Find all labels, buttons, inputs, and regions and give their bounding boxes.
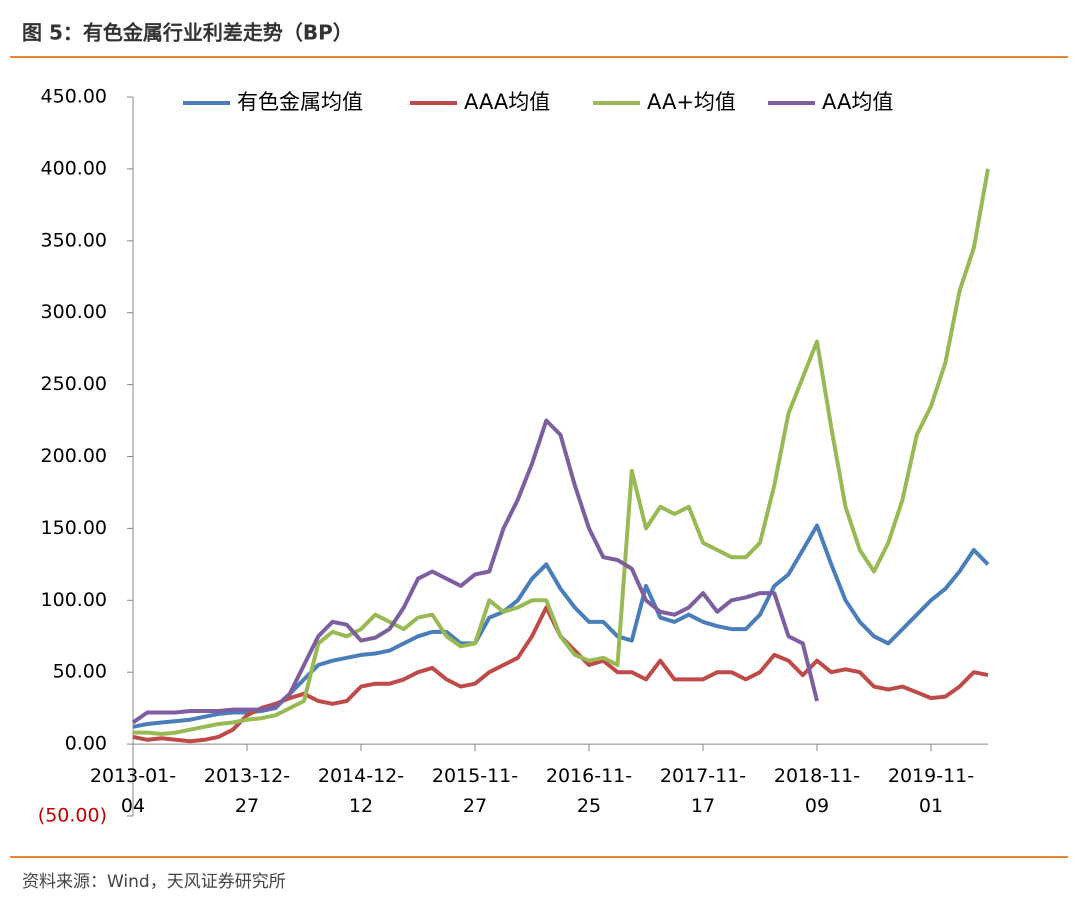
y-tick-label: 50.00	[53, 661, 107, 683]
series-line	[133, 168, 990, 736]
y-tick-label: 250.00	[41, 373, 107, 395]
legend-label: AAA均值	[464, 90, 550, 114]
y-tick-label: 400.00	[41, 157, 107, 179]
x-tick-label-line: 2014-12-	[318, 765, 404, 787]
y-tick-label: 350.00	[41, 229, 107, 251]
x-tick-label-line: 04	[121, 795, 145, 817]
x-tick-label: 2013-01- 04	[90, 765, 176, 817]
x-tick-label-line: 2013-01-	[90, 765, 176, 787]
x-tick-label: 2015-11- 27	[432, 765, 518, 817]
x-tick-label-line: 2019-11-	[888, 765, 974, 787]
legend-label: 有色金属均值	[237, 90, 363, 114]
legend-label: AA均值	[822, 90, 893, 114]
y-tick-label: 300.00	[41, 301, 107, 323]
series-line	[132, 523, 990, 729]
y-tick-label: 100.00	[41, 589, 107, 611]
x-tick-label: 2014-12- 12	[318, 765, 404, 817]
x-tick-label-line: 2013-12-	[204, 765, 290, 787]
x-tick-label: 2018-11- 09	[774, 765, 860, 817]
x-tick-label-line: 01	[919, 795, 943, 817]
series-line	[131, 418, 819, 725]
source-note: 资料来源：Wind，天风证券研究所	[22, 872, 286, 892]
x-tick-label: 2016-11- 25	[546, 765, 632, 817]
x-tick-label-line: 27	[235, 795, 259, 817]
x-tick-label-line: 25	[577, 795, 601, 817]
y-tick-label: 200.00	[41, 445, 107, 467]
x-tick-label-line: 2017-11-	[660, 765, 746, 787]
chart-title: 图 5：有色金属行业利差走势（BP）	[22, 21, 353, 45]
y-tick-label: 0.00	[65, 733, 107, 755]
x-tick-label: 2019-11- 01	[888, 765, 974, 817]
x-tick-label-line: 12	[349, 795, 373, 817]
x-tick-label-line: 09	[805, 795, 829, 817]
x-tick-label-line: 17	[691, 795, 715, 817]
y-tick-label: 150.00	[41, 517, 107, 539]
legend-label: AA+均值	[647, 90, 736, 114]
series-line	[132, 605, 989, 744]
x-tick-label: 2017-11- 17	[660, 765, 746, 817]
x-tick-label-line: 2015-11-	[432, 765, 518, 787]
x-tick-label-line: 2016-11-	[546, 765, 632, 787]
y-tick-label: 450.00	[41, 86, 107, 108]
x-tick-label: 2013-12- 27	[204, 765, 290, 817]
x-tick-label-line: 2018-11-	[774, 765, 860, 787]
y-tick-label: (50.00)	[38, 805, 107, 827]
x-tick-label-line: 27	[463, 795, 487, 817]
